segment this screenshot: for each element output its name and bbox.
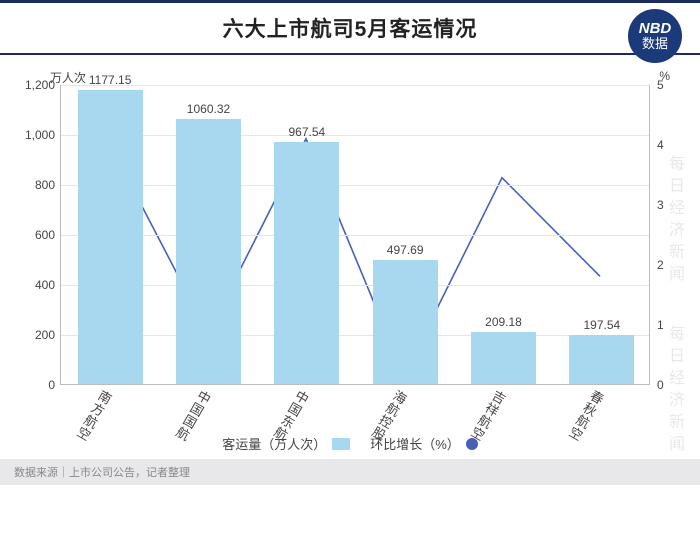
chart-area: 万人次 % 02004006008001,0001,2000123451177.… (0, 55, 700, 485)
grid-line (61, 235, 649, 236)
y-left-tick: 1,200 (25, 78, 61, 92)
y-left-tick: 200 (35, 328, 61, 342)
grid-line (61, 185, 649, 186)
y-right-tick: 2 (649, 258, 664, 272)
source-footer: 数据来源｜上市公司公告，记者整理 (0, 459, 700, 485)
legend: 客运量（万人次） 环比增长（%） (0, 434, 700, 453)
chart-header: 六大上市航司5月客运情况 NBD 数据 (0, 0, 700, 55)
y-right-tick: 3 (649, 198, 664, 212)
bar-value-label: 1060.32 (176, 102, 241, 119)
grid-line (61, 285, 649, 286)
legend-bar-label: 客运量（万人次） (222, 434, 326, 453)
legend-bar-swatch (332, 438, 350, 450)
grid-line (61, 85, 649, 86)
bar-value-label: 967.54 (274, 125, 339, 142)
chart-title: 六大上市航司5月客运情况 (223, 13, 478, 43)
y-right-tick: 0 (649, 378, 664, 392)
grid-line (61, 135, 649, 136)
grid-line (61, 335, 649, 336)
legend-bar: 客运量（万人次） (222, 434, 350, 453)
badge-top: NBD (639, 21, 672, 38)
bar: 1177.15 (78, 90, 143, 384)
y-left-tick: 800 (35, 178, 61, 192)
bar-value-label: 1177.15 (78, 73, 143, 90)
legend-line-swatch (466, 438, 478, 450)
bar-value-label: 197.54 (569, 318, 634, 335)
bar: 1060.32 (176, 119, 241, 384)
bar: 209.18 (471, 332, 536, 384)
y-right-tick: 4 (649, 138, 664, 152)
bar: 967.54 (274, 142, 339, 384)
bar-value-label: 209.18 (471, 315, 536, 332)
source-text: 数据来源｜上市公司公告，记者整理 (14, 464, 190, 480)
badge-bottom: 数据 (642, 37, 668, 51)
watermark: 每日经济新闻 (662, 155, 686, 287)
y-left-tick: 0 (48, 378, 61, 392)
y-left-tick: 400 (35, 278, 61, 292)
y-left-tick: 1,000 (25, 128, 61, 142)
plot-region: 02004006008001,0001,2000123451177.15南方航空… (60, 85, 650, 385)
y-right-tick: 5 (649, 78, 664, 92)
legend-line-label: 环比增长（%） (370, 434, 460, 453)
bar-value-label: 497.69 (373, 243, 438, 260)
y-right-tick: 1 (649, 318, 664, 332)
bar: 197.54 (569, 335, 634, 384)
bar: 497.69 (373, 260, 438, 384)
legend-line: 环比增长（%） (370, 434, 478, 453)
y-left-tick: 600 (35, 228, 61, 242)
